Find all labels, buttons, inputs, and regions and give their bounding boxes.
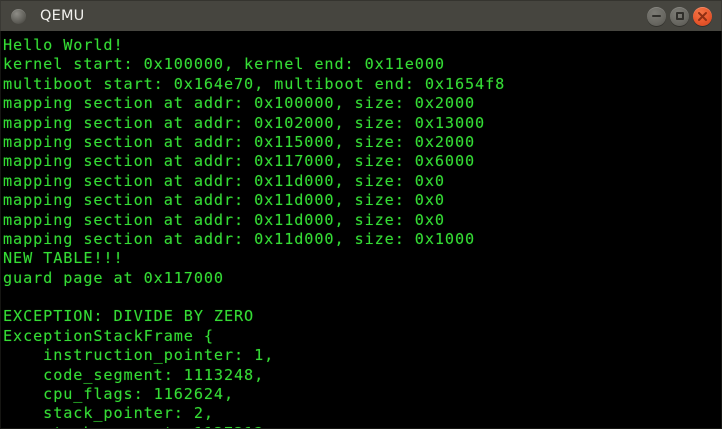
terminal-line: mapping section at addr: 0x115000, size:… <box>3 132 476 151</box>
terminal-line: mapping section at addr: 0x102000, size:… <box>3 113 486 132</box>
minimize-icon <box>652 15 661 17</box>
terminal-line: code_segment: 1113248, <box>3 365 265 384</box>
qemu-terminal-display[interactable]: Hello World! kernel start: 0x100000, kern… <box>0 31 722 429</box>
terminal-line: NEW TABLE!!! <box>3 249 124 268</box>
terminal-line: EXCEPTION: DIVIDE BY ZERO <box>3 307 255 326</box>
window-titlebar[interactable]: QEMU <box>0 0 722 31</box>
window-controls <box>647 6 715 26</box>
terminal-line: stack_segment: 1137312 <box>3 424 721 428</box>
terminal-line: mapping section at addr: 0x11d000, size:… <box>3 171 445 190</box>
maximize-button[interactable] <box>670 6 689 26</box>
minimize-button[interactable] <box>647 6 666 26</box>
terminal-line: mapping section at addr: 0x100000, size:… <box>3 94 476 113</box>
terminal-line: kernel start: 0x100000, kernel end: 0x11… <box>3 55 445 74</box>
terminal-line: stack_pointer: 2, <box>3 404 214 423</box>
terminal-line: Hello World! <box>3 36 124 54</box>
terminal-line: multiboot start: 0x164e70, multiboot end… <box>3 74 506 93</box>
terminal-output: Hello World! kernel start: 0x100000, kern… <box>1 32 721 428</box>
terminal-line: guard page at 0x117000 <box>3 268 224 287</box>
terminal-line: instruction_pointer: 1, <box>3 346 275 365</box>
close-icon <box>697 11 708 22</box>
terminal-line: mapping section at addr: 0x11d000, size:… <box>3 210 445 229</box>
terminal-line: ExceptionStackFrame { <box>3 326 214 345</box>
terminal-line: mapping section at addr: 0x117000, size:… <box>3 152 476 171</box>
terminal-line <box>3 288 721 307</box>
terminal-line: mapping section at addr: 0x11d000, size:… <box>3 191 445 210</box>
close-button[interactable] <box>693 6 712 26</box>
terminal-line: mapping section at addr: 0x11d000, size:… <box>3 229 476 248</box>
maximize-icon <box>675 12 684 20</box>
terminal-line: cpu_flags: 1162624, <box>3 385 235 404</box>
window-title: QEMU <box>40 8 85 24</box>
qemu-app-icon <box>11 8 26 24</box>
